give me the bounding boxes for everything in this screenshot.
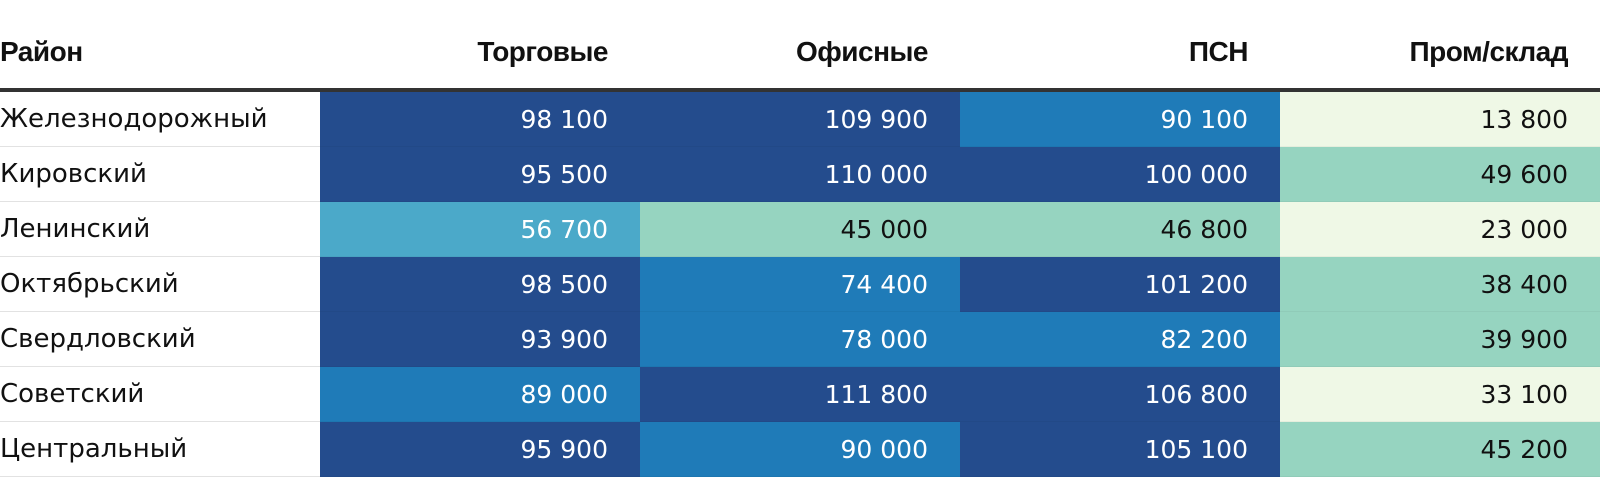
heatmap-cell: 33 100	[1280, 366, 1600, 422]
table-row: Октябрьский 98 500 74 400 101 200 38 400	[0, 256, 1600, 312]
table-row: Железнодорожный 98 100 109 900 90 100 13 800	[0, 90, 1600, 147]
heatmap-cell: 105 100	[960, 421, 1280, 477]
header-row: Район Торговые Офисные ПСН Пром/склад	[0, 16, 1600, 92]
heatmap-cell: 23 000	[1280, 201, 1600, 257]
heatmap-cell: 109 900	[640, 90, 960, 147]
heatmap-cell: 93 900	[320, 311, 640, 367]
district-name: Свердловский	[0, 311, 320, 367]
heatmap-cell: 95 900	[320, 421, 640, 477]
heatmap-cell: 110 000	[640, 146, 960, 202]
table-row: Кировский 95 500 110 000 100 000 49 600	[0, 146, 1600, 202]
column-header-office: Офисные	[640, 16, 960, 92]
heatmap-table: Район Торговые Офисные ПСН Пром/склад Же…	[0, 16, 1600, 477]
heatmap-cell: 90 100	[960, 90, 1280, 147]
district-name: Ленинский	[0, 201, 320, 257]
heatmap-cell: 45 200	[1280, 421, 1600, 477]
heatmap-cell: 39 900	[1280, 311, 1600, 367]
table-row: Ленинский 56 700 45 000 46 800 23 000	[0, 201, 1600, 257]
heatmap-cell: 56 700	[320, 201, 640, 257]
heatmap-cell: 95 500	[320, 146, 640, 202]
table-body: Железнодорожный 98 100 109 900 90 100 13 800…	[0, 90, 1600, 477]
heatmap-cell: 78 000	[640, 311, 960, 367]
district-name: Октябрьский	[0, 256, 320, 312]
heatmap-cell: 101 200	[960, 256, 1280, 312]
district-name: Кировский	[0, 146, 320, 202]
heatmap-cell: 13 800	[1280, 90, 1600, 147]
column-header-district: Район	[0, 16, 320, 92]
heatmap-cell: 111 800	[640, 366, 960, 422]
heatmap-cell: 98 100	[320, 90, 640, 147]
column-header-psn: ПСН	[960, 16, 1280, 92]
table-row: Советский 89 000 111 800 106 800 33 100	[0, 366, 1600, 422]
heatmap-cell: 49 600	[1280, 146, 1600, 202]
heatmap-cell: 74 400	[640, 256, 960, 312]
heatmap-cell: 46 800	[960, 201, 1280, 257]
district-name: Железнодорожный	[0, 90, 320, 147]
heatmap-cell: 98 500	[320, 256, 640, 312]
district-name: Советский	[0, 366, 320, 422]
column-header-industrial: Пром/склад	[1280, 16, 1600, 92]
heatmap-cell: 89 000	[320, 366, 640, 422]
table-row: Свердловский 93 900 78 000 82 200 39 900	[0, 311, 1600, 367]
heatmap-cell: 38 400	[1280, 256, 1600, 312]
column-header-retail: Торговые	[320, 16, 640, 92]
heatmap-cell: 106 800	[960, 366, 1280, 422]
heatmap-cell: 100 000	[960, 146, 1280, 202]
district-name: Центральный	[0, 421, 320, 477]
heatmap-cell: 90 000	[640, 421, 960, 477]
heatmap-cell: 45 000	[640, 201, 960, 257]
heatmap-cell: 82 200	[960, 311, 1280, 367]
table-row: Центральный 95 900 90 000 105 100 45 200	[0, 421, 1600, 477]
